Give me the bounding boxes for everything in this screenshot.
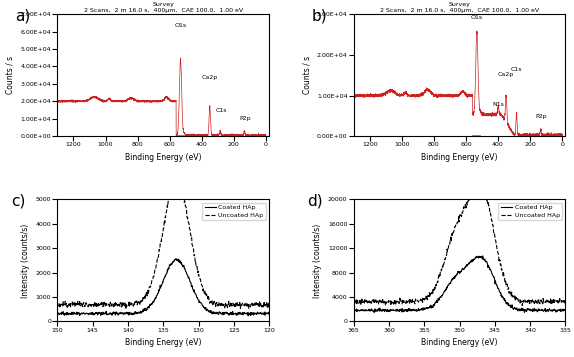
Title: Survey
2 Scans,  2 m 16.0 s,  400μm,  CAE 100.0,  1.00 eV: Survey 2 Scans, 2 m 16.0 s, 400μm, CAE 1… [84, 2, 243, 13]
Coated HAp [245, 314, 251, 318]
Text: Ca2p: Ca2p [498, 72, 514, 77]
Text: C1s: C1s [215, 109, 227, 114]
Uncoated HAp [510, 294, 517, 298]
Uncoated HAp [150, 275, 157, 279]
Line: Coated HAp: Coated HAp [354, 256, 565, 312]
Text: a): a) [15, 8, 30, 23]
Y-axis label: Intensity (counts/s): Intensity (counts/s) [313, 223, 323, 297]
Uncoated HAp [474, 181, 481, 185]
Coated HAp [108, 313, 115, 317]
Text: c): c) [11, 193, 25, 208]
X-axis label: Binding Energy (eV): Binding Energy (eV) [125, 338, 201, 347]
Uncoated HAp [196, 275, 203, 280]
Uncoated HAp [237, 306, 244, 311]
Coated HAp [173, 256, 180, 261]
Coated HAp [562, 308, 569, 312]
Coated HAp [388, 308, 395, 313]
Coated HAp [196, 300, 203, 305]
Title: Survey
2 Scans,  2 m 16.0 s,  400μm,  CAE 100.0,  1.00 eV: Survey 2 Scans, 2 m 16.0 s, 400μm, CAE 1… [380, 2, 539, 13]
Text: O1s: O1s [174, 23, 187, 28]
Text: N1s: N1s [492, 102, 504, 107]
Text: b): b) [311, 8, 327, 23]
Uncoated HAp [91, 300, 98, 304]
Uncoated HAp [54, 304, 61, 308]
X-axis label: Binding Energy (eV): Binding Energy (eV) [125, 153, 201, 162]
X-axis label: Binding Energy (eV): Binding Energy (eV) [421, 338, 498, 347]
Coated HAp [405, 307, 412, 311]
Y-axis label: Counts / s: Counts / s [6, 56, 15, 94]
Uncoated HAp [350, 300, 357, 304]
Coated HAp [371, 310, 378, 315]
Uncoated HAp [388, 298, 395, 302]
Coated HAp [214, 310, 220, 315]
Coated HAp [479, 254, 486, 258]
Line: Uncoated HAp: Uncoated HAp [354, 183, 565, 306]
Coated HAp [179, 263, 186, 268]
Coated HAp [492, 281, 499, 285]
Coated HAp [266, 312, 273, 317]
Uncoated HAp [492, 238, 499, 243]
Coated HAp [510, 307, 517, 311]
X-axis label: Binding Energy (eV): Binding Energy (eV) [421, 153, 498, 162]
Uncoated HAp [405, 298, 412, 303]
Coated HAp [91, 312, 98, 316]
Text: P2p: P2p [535, 114, 547, 119]
Uncoated HAp [447, 242, 453, 246]
Coated HAp [447, 281, 453, 286]
Text: P2p: P2p [239, 116, 250, 121]
Coated HAp [54, 312, 61, 317]
Y-axis label: Intensity (counts/s): Intensity (counts/s) [21, 223, 30, 297]
Coated HAp [150, 299, 157, 303]
Line: Uncoated HAp: Uncoated HAp [57, 180, 269, 308]
Coated HAp [350, 309, 357, 313]
Text: d): d) [307, 193, 323, 208]
Text: C1s: C1s [511, 67, 522, 72]
Text: Ca2p: Ca2p [201, 75, 218, 80]
Uncoated HAp [214, 303, 220, 307]
Coated HAp [475, 254, 482, 258]
Uncoated HAp [179, 193, 186, 198]
Uncoated HAp [562, 302, 569, 306]
Text: O1s: O1s [471, 15, 483, 20]
Line: Coated HAp: Coated HAp [57, 258, 269, 316]
Uncoated HAp [108, 302, 115, 306]
Legend: Coated HAp, Uncoated HAp: Coated HAp, Uncoated HAp [498, 202, 563, 220]
Uncoated HAp [476, 182, 483, 186]
Uncoated HAp [387, 303, 394, 308]
Y-axis label: Counts / s: Counts / s [302, 56, 311, 94]
Uncoated HAp [266, 300, 273, 305]
Uncoated HAp [173, 178, 180, 182]
Legend: Coated HAp, Uncoated HAp: Coated HAp, Uncoated HAp [202, 202, 266, 220]
